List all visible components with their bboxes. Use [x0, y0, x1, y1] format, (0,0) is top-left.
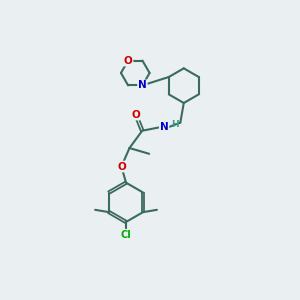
Text: N: N: [138, 80, 147, 90]
Text: H: H: [171, 120, 178, 129]
Text: Cl: Cl: [121, 230, 131, 240]
Text: N: N: [160, 122, 169, 132]
Text: O: O: [131, 110, 140, 119]
Text: O: O: [117, 161, 126, 172]
Text: O: O: [124, 56, 133, 66]
